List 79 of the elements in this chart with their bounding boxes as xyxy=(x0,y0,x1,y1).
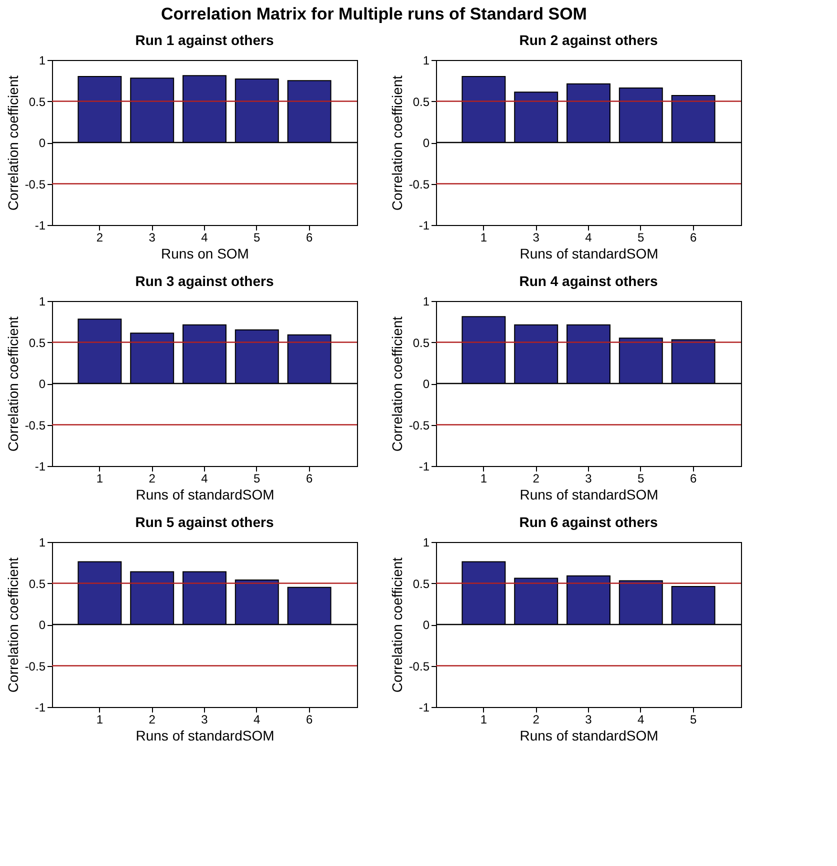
y-tick-label: -1 xyxy=(418,700,430,714)
chart-title: Run 1 against others xyxy=(135,32,274,48)
x-tick-label: 1 xyxy=(480,472,488,486)
x-tick-label: 4 xyxy=(585,230,592,244)
y-axis-title: Correlation coefficient xyxy=(388,557,405,693)
chart-title: Run 2 against others xyxy=(519,32,658,48)
x-tick-label: 1 xyxy=(480,712,488,726)
y-tick-label: 0 xyxy=(38,136,46,150)
x-axis-title: Runs of standardSOM xyxy=(136,486,274,502)
y-tick-label: 1 xyxy=(422,536,430,550)
x-tick-label: 4 xyxy=(638,712,645,726)
y-tick-label: 0 xyxy=(38,377,46,391)
x-tick-label: 6 xyxy=(690,230,697,244)
x-tick-label: 5 xyxy=(638,230,645,244)
x-tick-label: 5 xyxy=(690,712,697,726)
x-axis-title: Runs on SOM xyxy=(161,246,249,262)
x-tick-label: 2 xyxy=(148,712,156,726)
y-axis-title: Correlation coefficient xyxy=(4,316,21,452)
y-tick-label: 0.5 xyxy=(412,336,430,350)
y-tick-label: -1 xyxy=(34,218,46,232)
x-tick-label: 2 xyxy=(148,472,156,486)
y-tick-label: 0.5 xyxy=(28,576,46,591)
x-tick-label: 3 xyxy=(201,712,208,726)
chart-title: Run 5 against others xyxy=(135,514,274,530)
y-axis-title: Correlation coefficient xyxy=(388,316,405,452)
x-axis-title: Runs of standardSOM xyxy=(520,728,658,744)
y-tick-label: -1 xyxy=(418,218,430,232)
x-tick-label: 6 xyxy=(690,472,697,486)
y-tick-label: 0.5 xyxy=(28,94,46,109)
y-tick-label: 0 xyxy=(422,377,430,391)
x-tick-label: 4 xyxy=(201,472,208,486)
y-tick-label: -1 xyxy=(418,460,430,474)
y-tick-label: 0.5 xyxy=(412,94,430,109)
x-axis-title: Runs of standardSOM xyxy=(520,486,658,502)
x-tick-label: 3 xyxy=(532,230,540,244)
y-axis-title: Correlation coefficient xyxy=(4,75,21,211)
x-tick-label: 2 xyxy=(532,712,540,726)
y-tick-label: -0.5 xyxy=(408,418,430,432)
y-tick-label: -1 xyxy=(34,460,46,474)
chart-title: Run 3 against others xyxy=(135,273,274,289)
x-tick-label: 4 xyxy=(201,230,208,244)
x-axis-title: Runs of standardSOM xyxy=(136,728,274,744)
x-tick-label: 6 xyxy=(306,472,313,486)
x-tick-label: 3 xyxy=(585,712,592,726)
y-axis-title: Correlation coefficient xyxy=(4,557,21,693)
x-axis-title: Runs of standardSOM xyxy=(520,246,658,262)
x-tick-label: 2 xyxy=(96,230,104,244)
x-tick-label: 3 xyxy=(585,472,592,486)
y-tick-label: -0.5 xyxy=(408,177,430,192)
chart-title: Run 4 against others xyxy=(519,273,658,289)
y-tick-label: -0.5 xyxy=(408,659,430,674)
x-tick-label: 3 xyxy=(148,230,156,244)
x-tick-label: 6 xyxy=(306,230,313,244)
y-tick-label: 1 xyxy=(422,54,430,68)
y-tick-label: -1 xyxy=(34,700,46,714)
y-tick-label: -0.5 xyxy=(24,659,46,674)
x-tick-label: 6 xyxy=(306,712,313,726)
chart-title: Run 6 against others xyxy=(519,514,658,530)
x-tick-label: 2 xyxy=(532,472,540,486)
y-tick-label: 1 xyxy=(38,54,46,68)
x-tick-label: 1 xyxy=(96,472,104,486)
y-tick-label: 0.5 xyxy=(28,336,46,350)
y-tick-label: -0.5 xyxy=(24,418,46,432)
y-tick-label: 0 xyxy=(422,136,430,150)
x-tick-label: 5 xyxy=(254,230,261,244)
y-tick-label: 0 xyxy=(422,618,430,632)
text: Correlation Matrix for Multiple runs of Standard SOM xyxy=(160,4,587,24)
y-tick-label: 0 xyxy=(38,618,46,632)
y-tick-label: -0.5 xyxy=(24,177,46,192)
x-tick-label: 5 xyxy=(254,472,261,486)
x-tick-label: 1 xyxy=(480,230,488,244)
y-tick-label: 1 xyxy=(422,294,430,308)
y-tick-label: 1 xyxy=(38,294,46,308)
x-tick-label: 5 xyxy=(638,472,645,486)
y-tick-label: 1 xyxy=(38,536,46,550)
x-tick-label: 4 xyxy=(254,712,261,726)
y-tick-label: 0.5 xyxy=(412,576,430,591)
y-axis-title: Correlation coefficient xyxy=(388,75,405,211)
x-tick-label: 1 xyxy=(96,712,104,726)
